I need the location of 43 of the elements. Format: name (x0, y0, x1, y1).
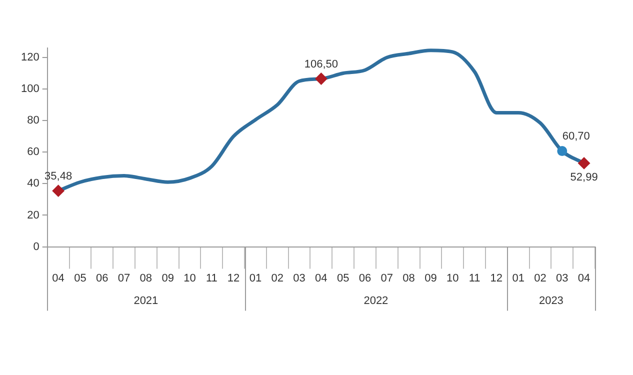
y-tick-label: 20 (27, 209, 40, 222)
data-label: 35,48 (44, 170, 72, 182)
x-tick-label: 09 (424, 272, 437, 284)
x-tick-label: 07 (380, 272, 394, 284)
data-label: 60,70 (562, 130, 590, 143)
y-tick-label: 0 (33, 240, 40, 253)
text: 2021 (134, 294, 158, 307)
x-tick-label: 03 (556, 272, 568, 284)
text: 2023 (538, 294, 564, 307)
point (557, 146, 568, 156)
x-tick-label: 08 (402, 272, 415, 284)
x-tick-label: 05 (74, 272, 86, 284)
x-tick-label: 04 (578, 272, 590, 284)
x-tick-label: 04 (52, 272, 64, 284)
x-tick-label: 01 (512, 272, 524, 284)
point (578, 157, 590, 170)
x-tick-label: 10 (184, 272, 196, 284)
x-tick-label: 12 (227, 272, 240, 284)
point (52, 184, 64, 197)
x-tick-label: 12 (490, 272, 503, 284)
x-tick-label: 11 (468, 272, 480, 284)
text: 2022 (364, 294, 388, 307)
x-tick-label: 06 (96, 272, 108, 284)
x-tick-label: 10 (446, 272, 459, 284)
x-tick-label: 06 (358, 272, 372, 284)
y-tick-label: 100 (20, 83, 40, 96)
x-tick-label: 03 (293, 272, 306, 284)
y-tick-label: 40 (27, 178, 40, 190)
y-tick-label: 60 (27, 146, 40, 158)
y-tick-label: 80 (27, 114, 40, 127)
x-tick-label: 05 (336, 272, 350, 284)
data-label: 52,99 (570, 172, 598, 184)
x-tick-label: 11 (206, 272, 218, 284)
x-tick-label: 02 (271, 272, 284, 284)
point (315, 72, 328, 85)
x-tick-label: 02 (534, 272, 546, 284)
x-tick-label: 01 (249, 272, 262, 284)
x-tick-label: 04 (315, 272, 328, 284)
y-tick-label: 120 (20, 52, 40, 64)
x-tick-label: 09 (162, 272, 174, 284)
data-label: 106,50 (304, 58, 338, 70)
x-tick-label: 07 (118, 272, 130, 284)
x-tick-label: 08 (140, 272, 152, 284)
